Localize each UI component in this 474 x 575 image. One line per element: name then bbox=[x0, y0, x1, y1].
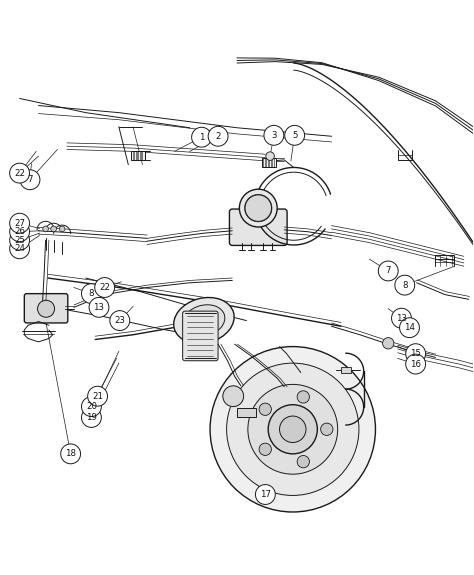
Circle shape bbox=[406, 344, 426, 363]
Bar bbox=[341, 367, 351, 373]
Text: 5: 5 bbox=[292, 131, 297, 140]
Circle shape bbox=[400, 318, 419, 338]
Circle shape bbox=[248, 384, 337, 474]
Circle shape bbox=[297, 391, 310, 403]
Circle shape bbox=[259, 403, 272, 415]
Circle shape bbox=[191, 127, 211, 147]
Circle shape bbox=[245, 195, 272, 221]
Circle shape bbox=[9, 213, 29, 233]
Circle shape bbox=[43, 226, 48, 232]
Circle shape bbox=[227, 363, 359, 496]
Text: 23: 23 bbox=[114, 316, 125, 325]
Circle shape bbox=[9, 239, 29, 259]
Circle shape bbox=[255, 485, 275, 504]
Circle shape bbox=[223, 386, 244, 407]
Circle shape bbox=[285, 125, 305, 145]
FancyBboxPatch shape bbox=[24, 294, 68, 323]
FancyBboxPatch shape bbox=[229, 209, 287, 246]
Circle shape bbox=[392, 308, 411, 328]
Circle shape bbox=[82, 408, 101, 427]
Text: 16: 16 bbox=[410, 359, 421, 369]
Text: 8: 8 bbox=[402, 281, 408, 290]
Circle shape bbox=[9, 222, 29, 242]
Ellipse shape bbox=[173, 297, 234, 344]
Circle shape bbox=[82, 397, 101, 416]
FancyBboxPatch shape bbox=[262, 159, 276, 167]
Circle shape bbox=[20, 170, 40, 190]
Text: 22: 22 bbox=[14, 168, 25, 178]
Text: 15: 15 bbox=[410, 349, 421, 358]
Text: 26: 26 bbox=[14, 227, 25, 236]
Circle shape bbox=[378, 261, 398, 281]
Text: 7: 7 bbox=[385, 266, 391, 275]
Text: 18: 18 bbox=[65, 449, 76, 458]
Bar bbox=[237, 408, 256, 417]
Text: 20: 20 bbox=[86, 402, 97, 411]
Text: 2: 2 bbox=[215, 132, 221, 141]
Circle shape bbox=[280, 416, 306, 443]
Text: 19: 19 bbox=[86, 413, 97, 422]
Text: 3: 3 bbox=[271, 131, 277, 140]
Text: 27: 27 bbox=[14, 218, 25, 228]
Text: 24: 24 bbox=[14, 244, 25, 253]
Circle shape bbox=[59, 226, 65, 232]
Circle shape bbox=[210, 347, 375, 512]
Circle shape bbox=[297, 455, 310, 468]
Circle shape bbox=[9, 163, 29, 183]
Text: 14: 14 bbox=[404, 323, 415, 332]
FancyBboxPatch shape bbox=[131, 151, 145, 160]
Text: 25: 25 bbox=[14, 236, 25, 245]
Circle shape bbox=[89, 297, 109, 317]
Text: 7: 7 bbox=[27, 175, 33, 184]
Circle shape bbox=[208, 126, 228, 146]
Text: 13: 13 bbox=[396, 314, 407, 323]
Circle shape bbox=[88, 386, 108, 406]
Text: 8: 8 bbox=[89, 289, 94, 298]
Circle shape bbox=[51, 226, 56, 232]
Circle shape bbox=[406, 354, 426, 374]
Circle shape bbox=[61, 444, 81, 464]
Ellipse shape bbox=[183, 305, 225, 336]
Text: 17: 17 bbox=[260, 490, 271, 499]
Circle shape bbox=[95, 278, 115, 297]
Circle shape bbox=[383, 338, 394, 349]
Text: 22: 22 bbox=[99, 283, 110, 292]
Text: 21: 21 bbox=[92, 392, 103, 401]
Circle shape bbox=[268, 405, 318, 454]
Circle shape bbox=[239, 189, 277, 227]
Circle shape bbox=[37, 300, 55, 317]
Circle shape bbox=[9, 231, 29, 250]
Text: 13: 13 bbox=[93, 303, 104, 312]
Text: 1: 1 bbox=[199, 133, 204, 141]
Circle shape bbox=[110, 310, 130, 331]
Circle shape bbox=[320, 423, 333, 435]
FancyBboxPatch shape bbox=[182, 311, 218, 361]
Circle shape bbox=[395, 275, 415, 295]
Circle shape bbox=[264, 125, 284, 145]
Circle shape bbox=[259, 443, 272, 455]
Circle shape bbox=[82, 283, 101, 304]
Circle shape bbox=[266, 152, 274, 160]
